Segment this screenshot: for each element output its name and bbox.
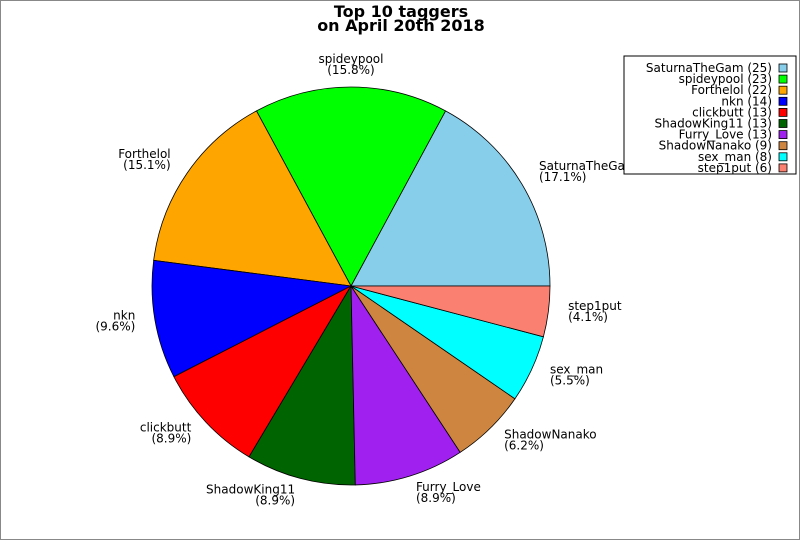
slice-percent-label: (8.9%) xyxy=(416,491,456,505)
legend-label: ShadowKing11 (13) xyxy=(655,117,773,131)
slice-percent-label: (5.5%) xyxy=(550,373,590,387)
slice-label: nkn xyxy=(113,308,135,322)
legend-label: nkn (14) xyxy=(721,94,772,108)
slice-label: SaturnaTheGam xyxy=(539,159,637,173)
pie-slice-saturnathegam xyxy=(350,110,551,287)
legend-swatch xyxy=(778,74,788,84)
legend-swatch xyxy=(778,152,788,162)
legend-label: ShadowNanako (9) xyxy=(659,139,772,153)
legend-swatch xyxy=(778,63,788,73)
legend-swatch xyxy=(778,108,788,117)
pie-slice-shadowking11 xyxy=(248,284,356,486)
slice-label: ShadowNanako xyxy=(504,427,597,441)
pie-slice-furry_love xyxy=(350,284,461,486)
pie-slice-step1put xyxy=(350,285,551,338)
slice-label: Furry_Love xyxy=(416,480,481,494)
slice-percent-label: (15.1%) xyxy=(123,158,170,172)
legend-label: SaturnaTheGam (25) xyxy=(646,61,772,75)
legend-swatch xyxy=(778,119,788,128)
pie-slice-spideypool xyxy=(255,86,447,287)
slice-label: step1put xyxy=(568,299,622,313)
legend-swatch xyxy=(778,130,788,140)
pie-slice-clickbutt xyxy=(173,285,353,458)
slice-label: spideypool xyxy=(319,52,384,66)
chart-title-line-1: Top 10 taggers xyxy=(334,2,468,21)
slice-percent-label: (4.1%) xyxy=(568,310,608,324)
slice-label: ShadowKing11 xyxy=(206,483,295,497)
legend-label: clickbutt (13) xyxy=(692,105,772,119)
legend-label: Furry_Love (13) xyxy=(679,128,772,142)
slice-percent-label: (6.2%) xyxy=(504,438,544,452)
slice-percent-label: (15.8%) xyxy=(327,63,374,77)
legend-swatch xyxy=(778,96,788,106)
slice-label: clickbutt xyxy=(140,421,192,435)
slice-label: Forthelol xyxy=(118,147,170,161)
legend-swatch xyxy=(778,163,788,173)
legend-swatch xyxy=(778,141,788,151)
legend-label: sex_man (8) xyxy=(698,150,772,164)
legend-label: step1put (6) xyxy=(698,161,772,175)
legend: SaturnaTheGam (25)spideypool (23)Forthel… xyxy=(623,55,797,175)
slice-label: sex_man xyxy=(550,362,603,376)
slice-percent-label: (8.9%) xyxy=(255,494,295,508)
pie-slice-forthelol xyxy=(153,110,352,287)
slice-percent-label: (9.6%) xyxy=(95,319,135,333)
legend-box xyxy=(623,55,797,175)
slice-percent-label: (17.1%) xyxy=(539,170,586,184)
legend-label: Forthelol (22) xyxy=(691,83,772,97)
pie-slice-nkn xyxy=(151,259,353,378)
legend-label: spideypool (23) xyxy=(679,72,772,86)
slice-percent-label: (8.9%) xyxy=(151,432,191,446)
chart-title-line-2: on April 20th 2018 xyxy=(317,16,485,35)
legend-swatch xyxy=(778,85,788,95)
